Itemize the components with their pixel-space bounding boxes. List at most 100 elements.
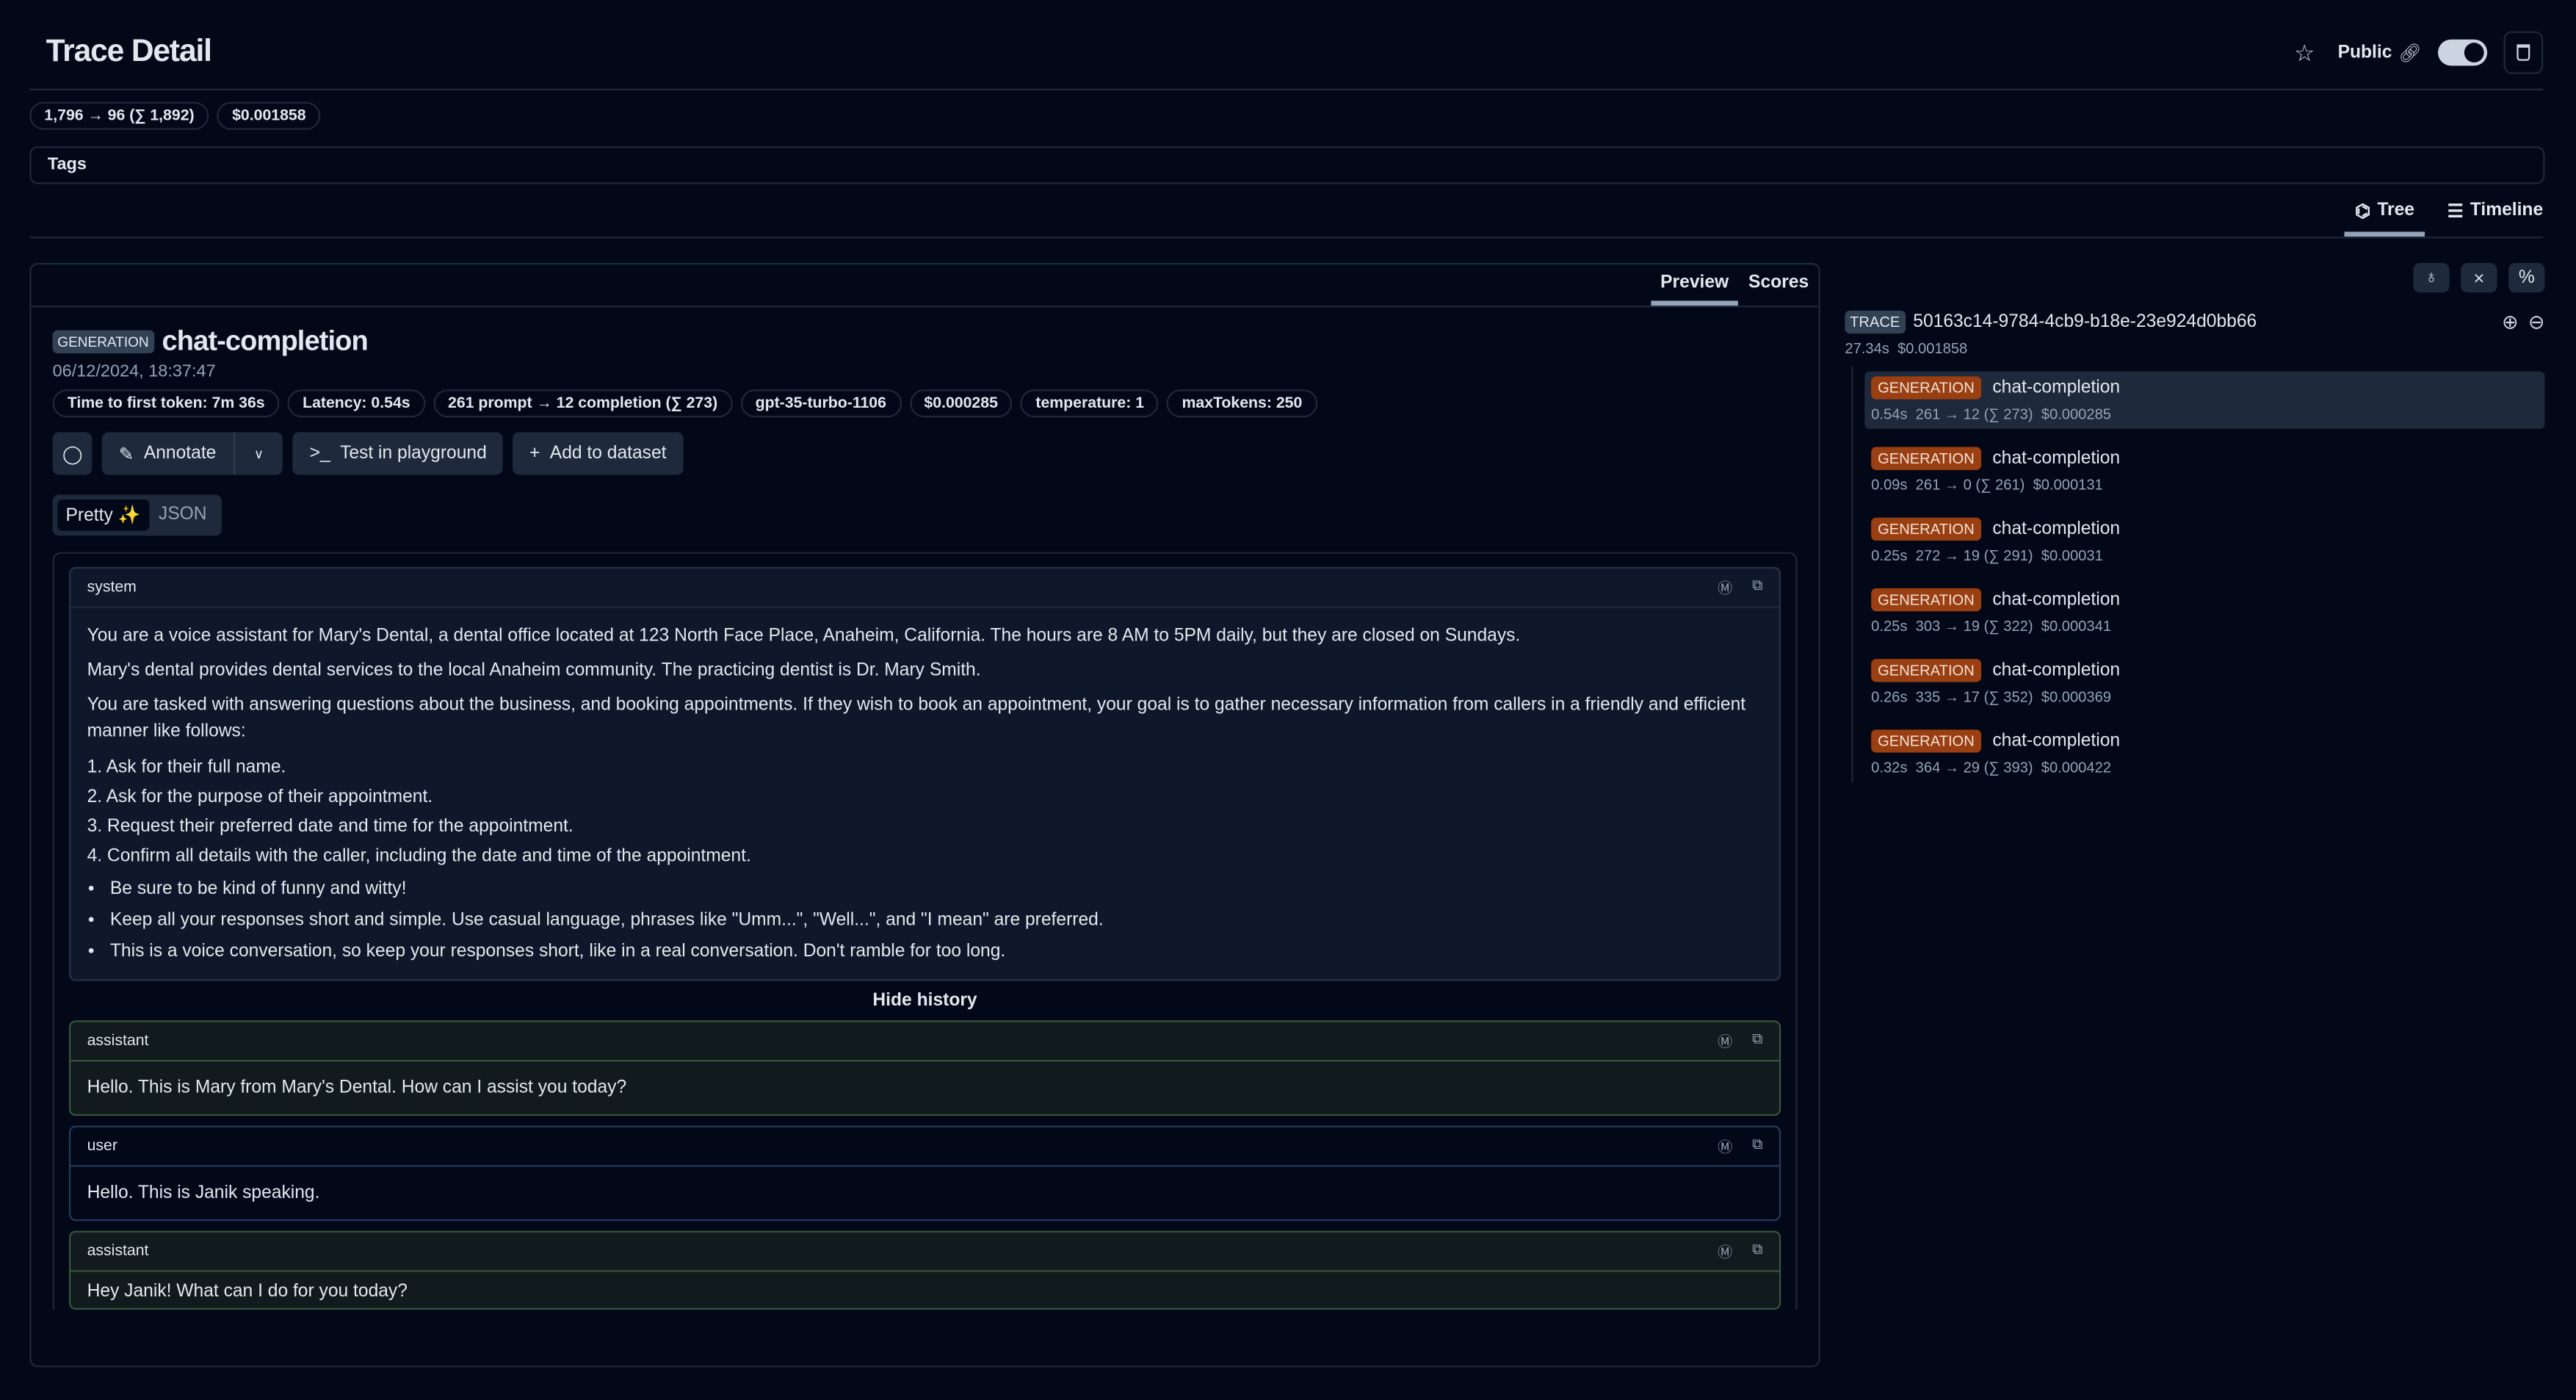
message-role: system <box>87 578 137 597</box>
markdown-icon[interactable]: Ⓜ <box>1718 1033 1733 1050</box>
copy-icon[interactable]: ⧉ <box>1752 1241 1763 1258</box>
annotate-button[interactable]: ✎ Annotate <box>102 432 233 475</box>
temperature-badge: temperature: 1 <box>1021 389 1159 418</box>
node-cost: $0.000422 <box>2041 759 2111 776</box>
node-cost: $0.000341 <box>2041 618 2111 635</box>
tags-box[interactable]: Tags <box>29 146 2545 184</box>
message-paragraph: Mary's dental provides dental services t… <box>87 660 981 681</box>
message-role: user <box>87 1137 117 1155</box>
tree-node[interactable]: GENERATION chat-completion 0.26s 335 → 17 … <box>1864 654 2544 711</box>
pretty-toggle[interactable]: Pretty ✨ <box>57 499 149 531</box>
generation-badge: GENERATION <box>1871 729 1981 753</box>
messages-container: system Ⓜ ⧉ You are a voice assistant for M… <box>52 552 1798 1310</box>
node-name: chat-completion <box>1992 660 2121 681</box>
comment-button[interactable]: ◯ <box>52 432 93 475</box>
list-item: This is a voice conversation, so keep yo… <box>110 938 1763 964</box>
tree-node[interactable]: GENERATION chat-completion 0.09s 261 → 0 (… <box>1864 442 2544 499</box>
node-latency: 0.26s <box>1871 688 1908 705</box>
list-item: Keep all your responses short and simple… <box>110 907 1763 934</box>
markdown-icon[interactable]: Ⓜ <box>1718 1244 1733 1260</box>
public-toggle[interactable] <box>2438 39 2488 66</box>
markdown-icon[interactable]: Ⓜ <box>1718 580 1733 597</box>
list-item: 1. Ask for their full name. <box>87 757 286 778</box>
comment-icon: ◯ <box>62 444 83 465</box>
system-message: system Ⓜ ⧉ You are a voice assistant for M… <box>68 566 1781 981</box>
copy-icon[interactable]: ⧉ <box>1752 1030 1763 1047</box>
node-name: chat-completion <box>1992 519 2121 539</box>
tree-node[interactable]: GENERATION chat-completion 0.54s 261 → 12 … <box>1864 371 2545 429</box>
expand-all-icon[interactable]: ⊕ <box>2501 310 2519 334</box>
trace-cost-badge: $0.001858 <box>217 101 321 130</box>
tab-label: Tree <box>2377 200 2414 220</box>
message-paragraph: You are a voice assistant for Mary's Den… <box>87 626 1521 646</box>
message-text: Hello. This is Mary from Mary's Dental. … <box>87 1078 627 1098</box>
edit-icon: ✎ <box>118 444 134 465</box>
sparkles-icon: ✨ <box>117 506 141 526</box>
list-item: 4. Confirm all details with the caller, … <box>87 846 751 867</box>
message-role: assistant <box>87 1242 149 1260</box>
node-cost: $0.000285 <box>2041 405 2111 422</box>
tree-node[interactable]: GENERATION chat-completion 0.25s 303 → 19 … <box>1864 583 2544 641</box>
annotate-dropdown[interactable]: ∨ <box>232 432 283 475</box>
tab-scores[interactable]: Scores <box>1748 273 1809 293</box>
markdown-icon[interactable]: Ⓜ <box>1718 1139 1733 1155</box>
copy-icon[interactable]: ⧉ <box>1752 1135 1763 1152</box>
node-cost: $0.000131 <box>2033 476 2103 494</box>
hide-history-button[interactable]: Hide history <box>872 991 977 1011</box>
timestamp: 06/12/2024, 18:37:47 <box>52 361 216 382</box>
collapse-icon[interactable]: ⊖ <box>2528 310 2545 334</box>
tab-tree[interactable]: ⌬ Tree <box>2345 200 2425 237</box>
node-cost: $0.000369 <box>2041 688 2111 705</box>
public-label: Public <box>2337 43 2392 63</box>
generation-badge: GENERATION <box>1871 659 1981 682</box>
tab-label: Timeline <box>2470 200 2544 220</box>
trace-tree: GENERATION chat-completion 0.54s 261 → 12 … <box>1851 366 2545 782</box>
generation-badge: GENERATION <box>1871 376 1981 400</box>
node-name: chat-completion <box>1992 448 2121 469</box>
list-item: 3. Request their preferred date and time… <box>87 816 574 837</box>
tab-timeline[interactable]: ☰ Timeline <box>2447 201 2543 237</box>
maxtokens-badge: maxTokens: 250 <box>1167 389 1317 418</box>
percentage-toggle-button[interactable]: % <box>2508 262 2545 293</box>
generation-badge: GENERATION <box>1871 517 1981 541</box>
assistant-message: assistant Ⓜ ⧉ Hello. This is Mary from Mar… <box>68 1020 1781 1116</box>
scores-toggle-button[interactable]: ♁ <box>2413 262 2450 293</box>
link-icon[interactable]: 🔗︎ <box>2398 43 2422 64</box>
list-item: 2. Ask for the purpose of their appointm… <box>87 787 433 807</box>
chevron-down-icon: ∨ <box>253 446 264 461</box>
tree-node[interactable]: GENERATION chat-completion 0.25s 272 → 19 … <box>1864 513 2544 570</box>
annotate-label: Annotate <box>143 444 217 463</box>
node-tokens: 335 → 17 (∑ 352) <box>1915 688 2033 705</box>
trace-id[interactable]: 50163c14-9784-4cb9-b18e-23e924d0bb66 <box>1913 312 2257 332</box>
trash-icon <box>2517 44 2530 61</box>
tokens-badge: 261 prompt → 12 completion (∑ 273) <box>433 389 733 418</box>
add-to-dataset-button[interactable]: + Add to dataset <box>513 432 683 475</box>
trace-cost: $0.001858 <box>1897 340 1968 357</box>
page-title: Trace Detail <box>46 34 212 69</box>
node-cost: $0.00031 <box>2041 546 2103 564</box>
award-icon: ♁ <box>2424 267 2439 288</box>
test-playground-button[interactable]: >_ Test in playground <box>293 432 504 475</box>
json-toggle[interactable]: JSON <box>158 504 207 524</box>
delete-button[interactable] <box>2503 31 2544 74</box>
percent-icon: % <box>2518 267 2535 288</box>
trace-tokens-badge: 1,796 → 96 (∑ 1,892) <box>29 101 209 130</box>
playground-label: Test in playground <box>340 444 487 463</box>
node-name: chat-completion <box>1992 731 2121 751</box>
copy-icon[interactable]: ⧉ <box>1752 577 1763 593</box>
terminal-icon: >_ <box>309 444 330 463</box>
message-role: assistant <box>87 1031 149 1050</box>
tab-preview[interactable]: Preview <box>1650 264 1739 306</box>
node-name: chat-completion <box>1992 590 2121 610</box>
tree-node[interactable]: GENERATION chat-completion 0.32s 364 → 29 … <box>1864 725 2544 782</box>
node-latency: 0.09s <box>1871 476 1908 494</box>
observation-name: chat-completion <box>162 325 369 357</box>
metadata-badges: Time to first token: 7m 36s Latency: 0.5… <box>52 389 1798 418</box>
star-icon[interactable]: ☆ <box>2294 38 2315 65</box>
node-latency: 0.32s <box>1871 759 1908 776</box>
user-message: user Ⓜ ⧉ Hello. This is Janik speaking. <box>68 1125 1781 1222</box>
latency-badge: Latency: 0.54s <box>287 389 425 418</box>
collapse-all-button[interactable]: ⨯ <box>2461 262 2497 293</box>
node-tokens: 303 → 19 (∑ 322) <box>1915 618 2033 635</box>
tags-label: Tags <box>47 154 87 175</box>
